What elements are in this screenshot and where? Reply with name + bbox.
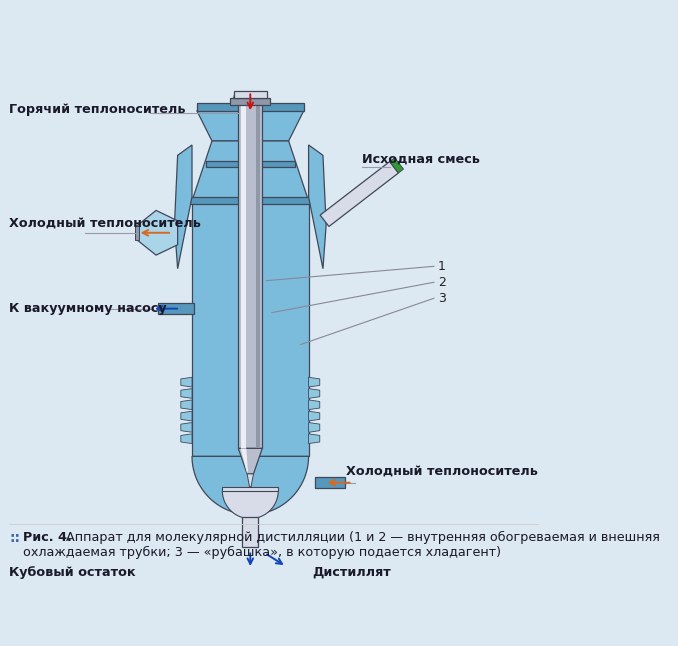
Polygon shape	[308, 412, 320, 421]
Bar	[205, 161, 295, 167]
Bar	[239, 96, 262, 448]
Polygon shape	[192, 141, 308, 201]
Bar	[197, 103, 304, 110]
Bar	[256, 96, 260, 448]
Bar	[315, 477, 345, 488]
Bar	[192, 201, 308, 456]
Text: Аппарат для молекулярной дистилляции (1 и 2 — внутренняя обогреваемая и внешняя: Аппарат для молекулярной дистилляции (1 …	[62, 531, 660, 545]
Polygon shape	[232, 96, 268, 105]
Polygon shape	[181, 412, 192, 421]
Polygon shape	[181, 434, 192, 444]
Polygon shape	[308, 377, 320, 387]
Text: 1: 1	[438, 260, 446, 273]
Text: охлаждаемая трубки; 3 — «рубашка», в которую подается хладагент): охлаждаемая трубки; 3 — «рубашка», в кот…	[23, 546, 501, 559]
Polygon shape	[239, 448, 262, 474]
Polygon shape	[308, 422, 320, 432]
Polygon shape	[308, 389, 320, 399]
Polygon shape	[308, 400, 320, 410]
Polygon shape	[222, 491, 278, 519]
Text: К вакуумному насосу: К вакуумному насосу	[9, 302, 167, 315]
Text: Холодный теплоноситель: Холодный теплоноситель	[346, 465, 538, 478]
Bar	[241, 96, 246, 448]
Polygon shape	[136, 211, 178, 255]
Bar	[187, 197, 313, 204]
Polygon shape	[308, 145, 326, 269]
Text: Рис. 4.: Рис. 4.	[23, 531, 71, 545]
Polygon shape	[197, 110, 304, 141]
Bar	[231, 98, 271, 105]
Text: Кубовый остаток: Кубовый остаток	[9, 566, 136, 579]
Bar	[159, 303, 194, 314]
Text: Холодный теплоноситель: Холодный теплоноситель	[9, 216, 201, 230]
Text: 3: 3	[438, 292, 446, 305]
Polygon shape	[320, 162, 399, 227]
Polygon shape	[192, 456, 308, 515]
Bar	[242, 517, 258, 547]
Polygon shape	[390, 158, 403, 173]
Polygon shape	[241, 448, 248, 474]
Text: Исходная смесь: Исходная смесь	[362, 153, 480, 166]
Bar	[136, 225, 138, 240]
Polygon shape	[181, 377, 192, 387]
Polygon shape	[247, 474, 254, 486]
Polygon shape	[181, 422, 192, 432]
Text: 2: 2	[438, 276, 446, 289]
Bar	[222, 486, 278, 491]
Text: ::: ::	[9, 531, 20, 545]
Polygon shape	[174, 145, 192, 269]
Text: Дистиллят: Дистиллят	[313, 566, 391, 579]
Polygon shape	[181, 389, 192, 399]
Text: Горячий теплоноситель: Горячий теплоноситель	[9, 103, 186, 116]
Polygon shape	[181, 400, 192, 410]
Polygon shape	[308, 434, 320, 444]
Bar	[233, 90, 267, 98]
